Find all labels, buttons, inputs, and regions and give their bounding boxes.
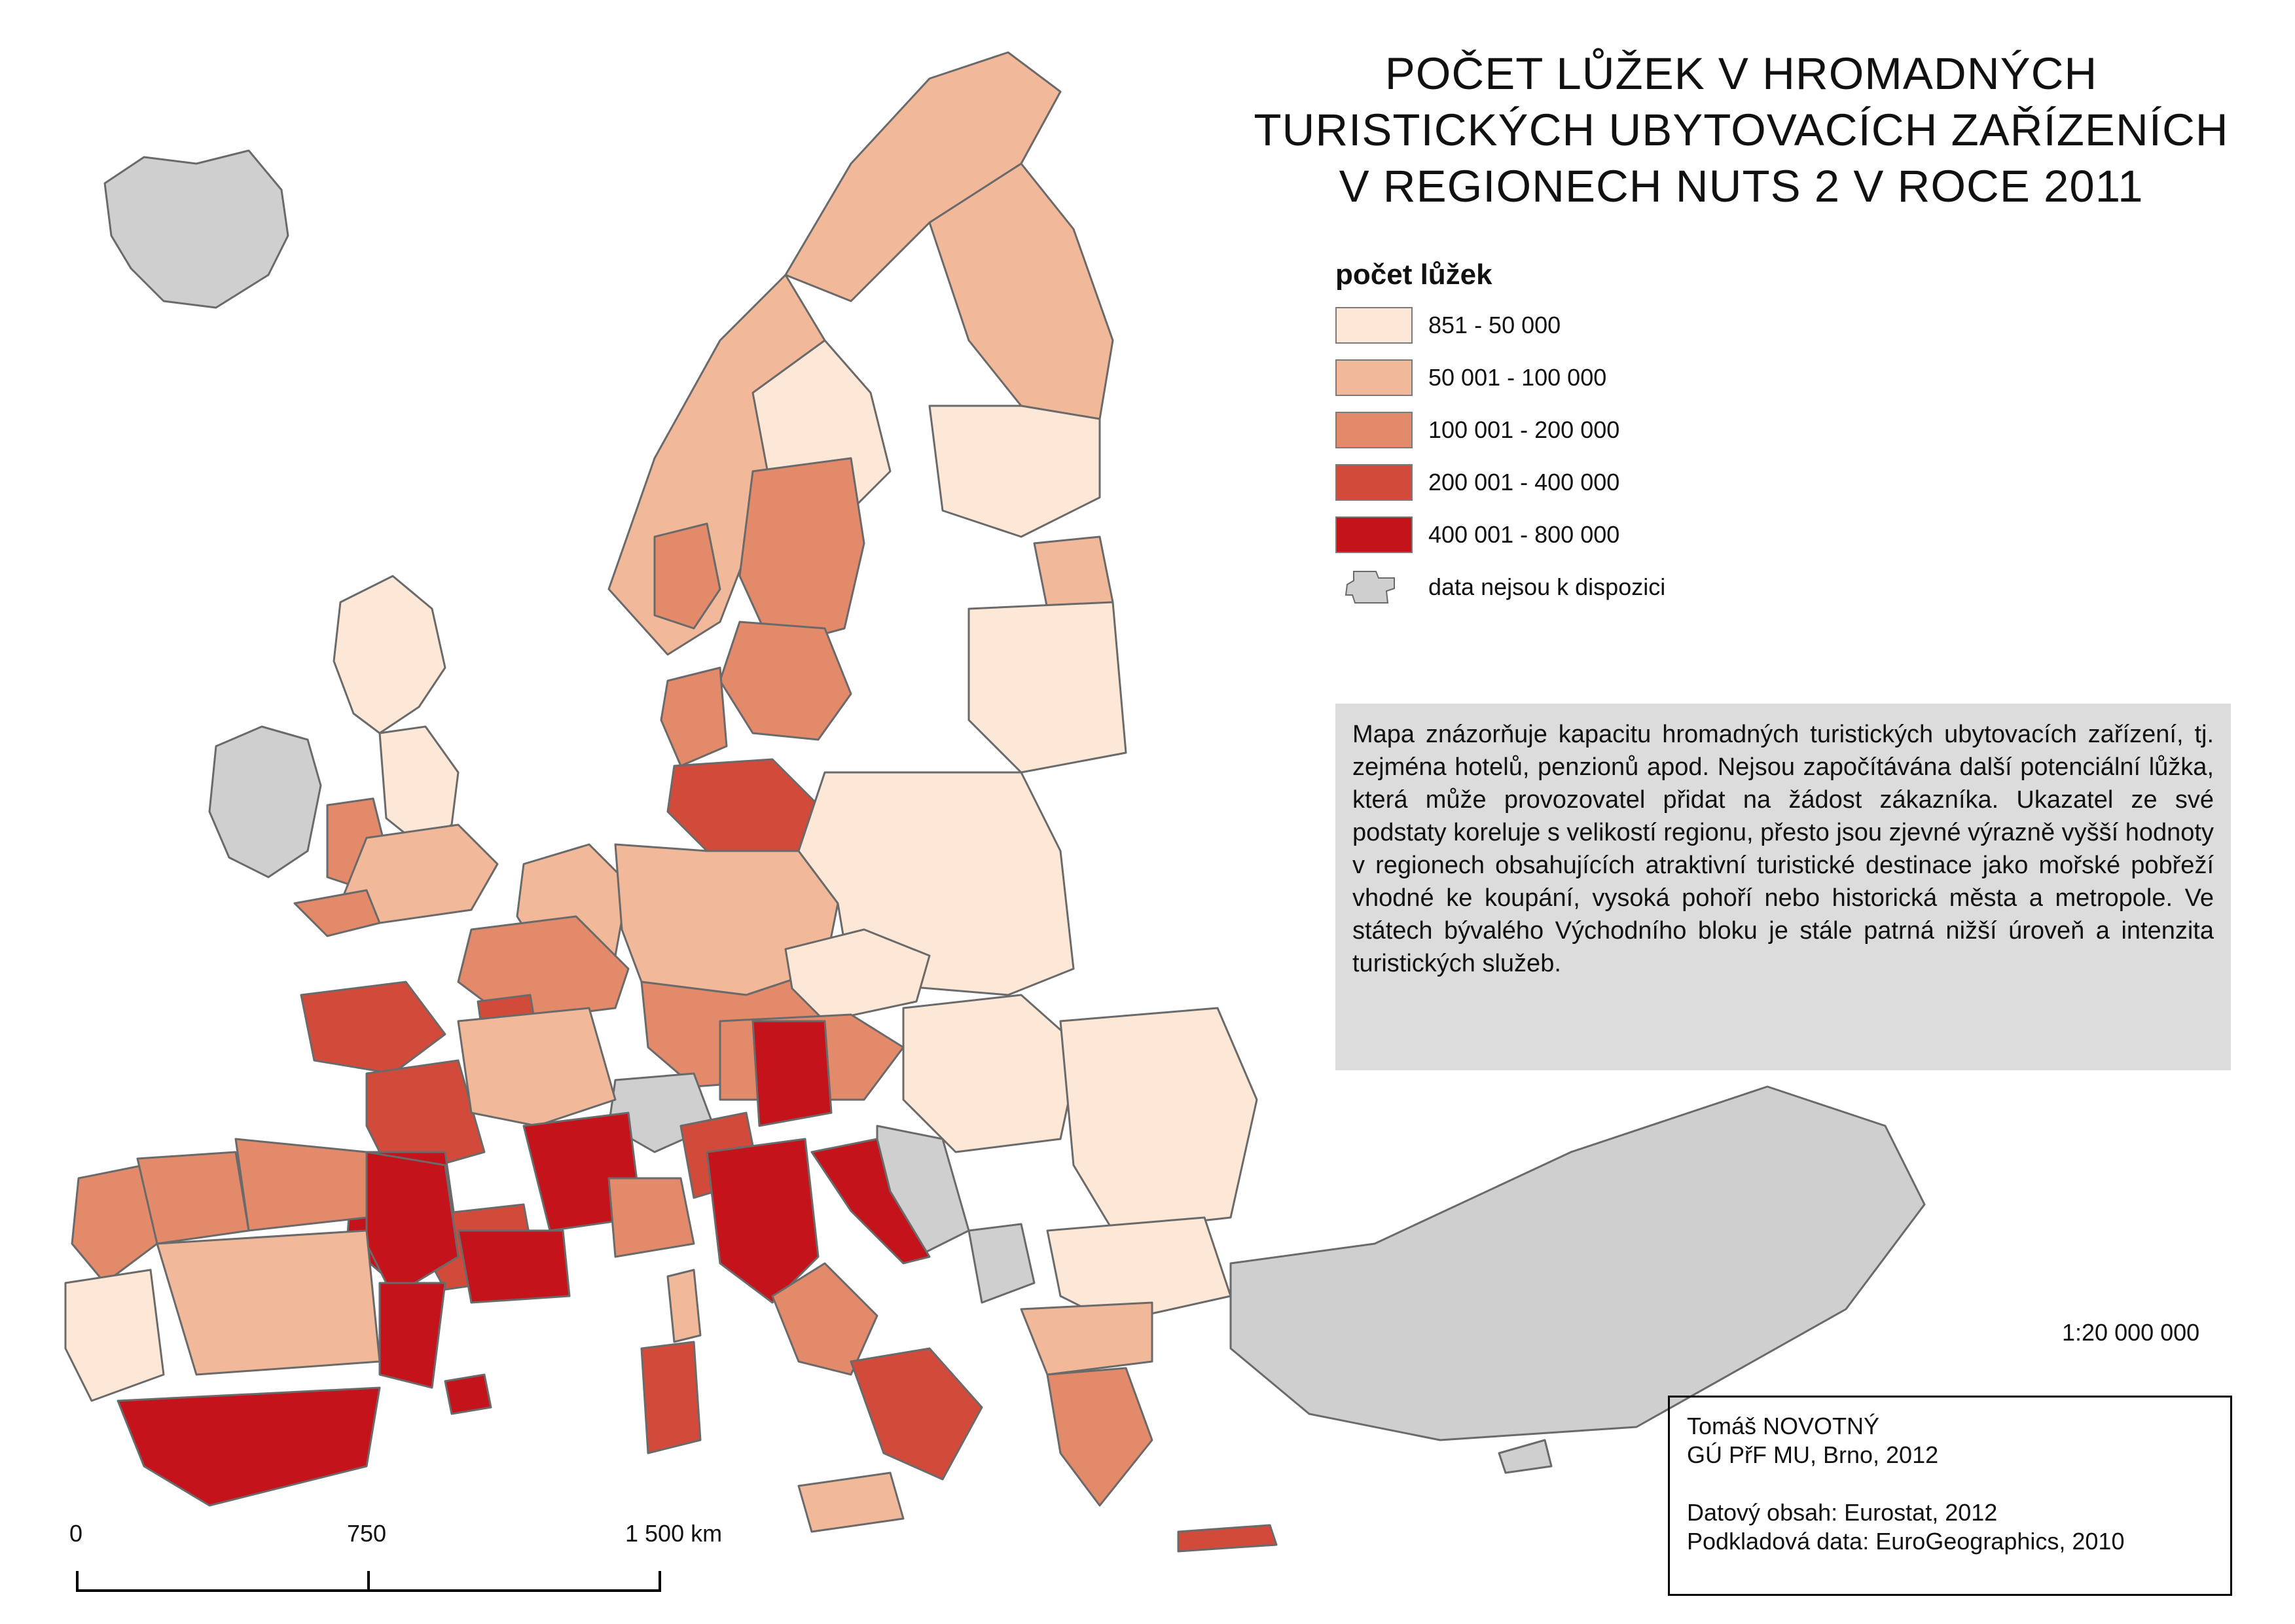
region-ireland bbox=[208, 725, 322, 878]
region-bulgaria bbox=[1046, 1216, 1232, 1324]
legend-label: 50 001 - 100 000 bbox=[1428, 364, 1607, 391]
region-germany-north bbox=[666, 758, 826, 852]
no-data-icon bbox=[1345, 571, 1395, 604]
legend-item: 50 001 - 100 000 bbox=[1335, 358, 1859, 397]
legend-swatch bbox=[1335, 516, 1413, 553]
region-czechia bbox=[784, 928, 931, 1022]
region-slovakia-hungary bbox=[902, 994, 1081, 1153]
region-france-north bbox=[457, 915, 630, 1022]
legend-item: 400 001 - 800 000 bbox=[1335, 515, 1859, 554]
region-sweden-south bbox=[719, 621, 852, 741]
region-galicia bbox=[136, 1151, 250, 1245]
legend-label: 200 001 - 400 000 bbox=[1428, 469, 1620, 496]
no-data-shape bbox=[1345, 571, 1395, 604]
legend-title: počet lůžek bbox=[1335, 259, 1492, 291]
region-italy-center bbox=[771, 1262, 878, 1376]
credits-base-data: Podkladová data: EuroGeographics, 2010 bbox=[1687, 1528, 2125, 1555]
region-finland-north bbox=[928, 162, 1114, 420]
region-valencia bbox=[378, 1282, 446, 1389]
legend-label: 851 - 50 000 bbox=[1428, 312, 1561, 338]
description-box: Mapa znázorňuje kapacitu hromadných turi… bbox=[1335, 704, 2231, 1070]
region-estonia bbox=[1033, 535, 1114, 610]
region-greece-south bbox=[1046, 1367, 1153, 1507]
credits-data-source: Datový obsah: Eurostat, 2012 bbox=[1687, 1499, 1998, 1526]
region-sicily bbox=[797, 1471, 905, 1533]
region-cyprus bbox=[1498, 1439, 1553, 1474]
region-portugal-south bbox=[64, 1269, 165, 1402]
scale-ratio: 1:20 000 000 bbox=[2062, 1319, 2200, 1346]
legend-swatch bbox=[1335, 464, 1413, 501]
title-line-2: TURISTICKÝCH UBYTOVACÍCH ZAŘÍZENÍCH bbox=[1254, 105, 2229, 155]
legend-swatch bbox=[1335, 359, 1413, 396]
region-romania bbox=[1059, 1007, 1258, 1232]
legend-swatch bbox=[1335, 307, 1413, 344]
region-corsica bbox=[666, 1269, 702, 1343]
legend-item-no-data: data nejsou k dispozici bbox=[1335, 568, 1859, 607]
legend-label: 100 001 - 200 000 bbox=[1428, 416, 1620, 443]
region-france-center bbox=[457, 1007, 617, 1127]
legend-item: 200 001 - 400 000 bbox=[1335, 463, 1859, 502]
legend-item: 851 - 50 000 bbox=[1335, 306, 1859, 345]
region-veneto bbox=[751, 1020, 833, 1127]
region-turkey bbox=[1229, 1085, 1926, 1441]
region-cornwall bbox=[293, 889, 381, 937]
scalebar-label-750: 750 bbox=[347, 1520, 387, 1547]
credits-institution: GÚ PřF MU, Brno, 2012 bbox=[1687, 1441, 1939, 1468]
region-norway-north bbox=[784, 51, 1062, 302]
scale-bar bbox=[76, 1571, 661, 1592]
region-provence bbox=[607, 1177, 695, 1258]
region-serbia bbox=[967, 1223, 1036, 1304]
legend-label: 400 001 - 800 000 bbox=[1428, 521, 1620, 548]
legend-label-no-data: data nejsou k dispozici bbox=[1428, 573, 1666, 600]
region-brittany bbox=[300, 981, 446, 1075]
region-crete bbox=[1177, 1524, 1278, 1553]
scalebar-label-0: 0 bbox=[69, 1520, 83, 1547]
scalebar-label-1500: 1 500 km bbox=[625, 1520, 723, 1547]
credits-box: Tomáš NOVOTNÝ GÚ PřF MU, Brno, 2012 Dato… bbox=[1668, 1396, 2232, 1596]
title-line-1: POČET LŮŽEK V HROMADNÝCH bbox=[1384, 48, 2098, 99]
region-sweden-mid bbox=[738, 457, 865, 649]
region-balearic bbox=[444, 1373, 492, 1415]
region-languedoc bbox=[457, 1229, 571, 1304]
region-croatia bbox=[810, 1138, 931, 1265]
map-title: POČET LŮŽEK V HROMADNÝCH TURISTICKÝCH UB… bbox=[1172, 46, 2295, 215]
title-line-3: V REGIONECH NUTS 2 V ROCE 2011 bbox=[1339, 161, 2144, 211]
region-sardinia bbox=[640, 1341, 702, 1454]
region-spain-north bbox=[234, 1138, 368, 1232]
region-latvia-lithuania bbox=[967, 601, 1127, 774]
region-finland-south bbox=[928, 405, 1101, 538]
region-italy-south bbox=[850, 1347, 983, 1481]
region-iceland bbox=[103, 149, 289, 309]
credits-spacer bbox=[1687, 1470, 2213, 1498]
region-castilla bbox=[156, 1229, 381, 1376]
region-greece-north bbox=[1020, 1301, 1153, 1376]
region-andalusia bbox=[117, 1386, 381, 1507]
legend-swatch bbox=[1335, 412, 1413, 448]
region-norway-south bbox=[653, 522, 721, 630]
legend: počet lůžek 851 - 50 000 50 001 - 100 00… bbox=[1335, 259, 1859, 620]
region-catalonia bbox=[365, 1151, 460, 1297]
region-emilia-toscana bbox=[706, 1138, 820, 1304]
region-scotland bbox=[333, 575, 446, 734]
credits-author: Tomáš NOVOTNÝ bbox=[1687, 1413, 1880, 1439]
region-portugal-north bbox=[71, 1164, 158, 1284]
legend-item: 100 001 - 200 000 bbox=[1335, 410, 1859, 450]
region-denmark bbox=[660, 666, 728, 767]
